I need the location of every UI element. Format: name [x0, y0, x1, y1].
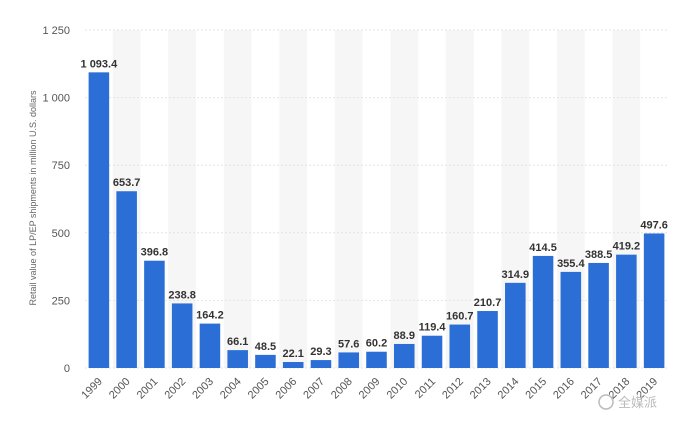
data-label-2013: 210.7 — [474, 297, 502, 309]
data-label-2000: 653.7 — [113, 177, 141, 189]
x-tick-label: 2012 — [440, 376, 466, 402]
bars — [88, 72, 665, 369]
bar-2001 — [144, 260, 165, 368]
bar-2003 — [199, 323, 221, 368]
x-tick-label: 2001 — [135, 376, 161, 402]
y-tick-label: 0 — [64, 363, 70, 375]
x-tick-label: 2016 — [551, 376, 577, 402]
bar-2007 — [310, 360, 332, 368]
data-label-2006: 22.1 — [283, 348, 304, 360]
data-label-2012: 160.7 — [446, 311, 474, 323]
bar-2005 — [255, 354, 276, 368]
data-label-2016: 355.4 — [557, 258, 585, 270]
background-band — [390, 30, 419, 368]
y-axis-label: Retail value of LP/EP shipments in milli… — [28, 90, 38, 305]
bar-2019 — [643, 233, 665, 368]
data-label-2018: 419.2 — [613, 241, 641, 253]
x-tick-label: 2014 — [496, 376, 522, 402]
x-tick-label: 2005 — [246, 376, 272, 402]
y-tick-label: 1 250 — [42, 25, 70, 37]
data-label-2015: 414.5 — [529, 242, 557, 254]
x-tick-label: 2003 — [190, 376, 216, 402]
data-label-1999: 1 093.4 — [81, 58, 119, 70]
x-tick-label: 2002 — [162, 376, 188, 402]
x-tick-label: 2015 — [523, 376, 549, 402]
x-tick-label: 2007 — [301, 376, 327, 402]
bar-2015 — [532, 255, 554, 368]
watermark-text: 全媒派 — [618, 395, 657, 410]
x-tick-label: 2013 — [468, 376, 494, 402]
y-tick-label: 250 — [52, 295, 70, 307]
data-label-2002: 238.8 — [168, 289, 196, 301]
bar-2016 — [560, 271, 582, 368]
bar-2010 — [393, 343, 415, 368]
bar-2012 — [449, 324, 471, 368]
background-band — [223, 30, 252, 368]
bar-2018 — [616, 254, 637, 368]
data-label-2005: 48.5 — [255, 341, 276, 353]
x-tick-label: 1999 — [79, 376, 105, 402]
x-tick-label: 2009 — [357, 376, 383, 402]
x-tick-label: 2000 — [107, 376, 133, 402]
data-label-2001: 396.8 — [141, 247, 169, 259]
bar-2006 — [282, 362, 304, 368]
x-tick-label: 2004 — [218, 376, 244, 402]
chat-bubble-icon — [598, 394, 614, 410]
y-tick-label: 1 000 — [42, 93, 70, 105]
bar-1999 — [88, 72, 110, 369]
bar-2000 — [116, 191, 137, 368]
bar-2002 — [171, 303, 193, 368]
bar-2013 — [477, 311, 498, 368]
data-label-2004: 66.1 — [227, 336, 248, 348]
x-tick-label: 2006 — [274, 376, 300, 402]
x-tick-label: 2011 — [413, 376, 438, 401]
background-band — [445, 30, 474, 368]
data-label-2019: 497.6 — [640, 219, 668, 231]
x-tick-label: 2008 — [329, 376, 355, 402]
y-axis-ticks: 0 250 500 750 1 000 1 250 — [42, 25, 70, 375]
x-tick-label: 2010 — [385, 376, 411, 402]
watermark: 全媒派 — [598, 394, 657, 410]
data-label-2009: 60.2 — [366, 338, 387, 350]
bar-2004 — [227, 350, 248, 368]
bar-2009 — [366, 351, 387, 368]
data-label-2007: 29.3 — [310, 346, 331, 358]
data-label-2010: 88.9 — [394, 330, 415, 342]
data-label-2014: 314.9 — [502, 269, 530, 281]
bar-2011 — [421, 335, 443, 368]
x-axis-ticks: 1999 2000 2001 2002 2003 2004 2005 2006 2007 2008… — [79, 376, 660, 402]
y-tick-label: 500 — [52, 228, 70, 240]
background-band — [334, 30, 363, 368]
data-label-2003: 164.2 — [196, 310, 224, 322]
bar-2017 — [588, 262, 609, 368]
data-label-2017: 388.5 — [585, 249, 613, 261]
data-label-2011: 119.4 — [419, 322, 447, 334]
bar-2014 — [505, 282, 526, 368]
background-band — [279, 30, 308, 368]
y-tick-label: 750 — [52, 160, 70, 172]
data-label-2008: 57.6 — [338, 338, 359, 350]
bar-2008 — [338, 352, 360, 368]
